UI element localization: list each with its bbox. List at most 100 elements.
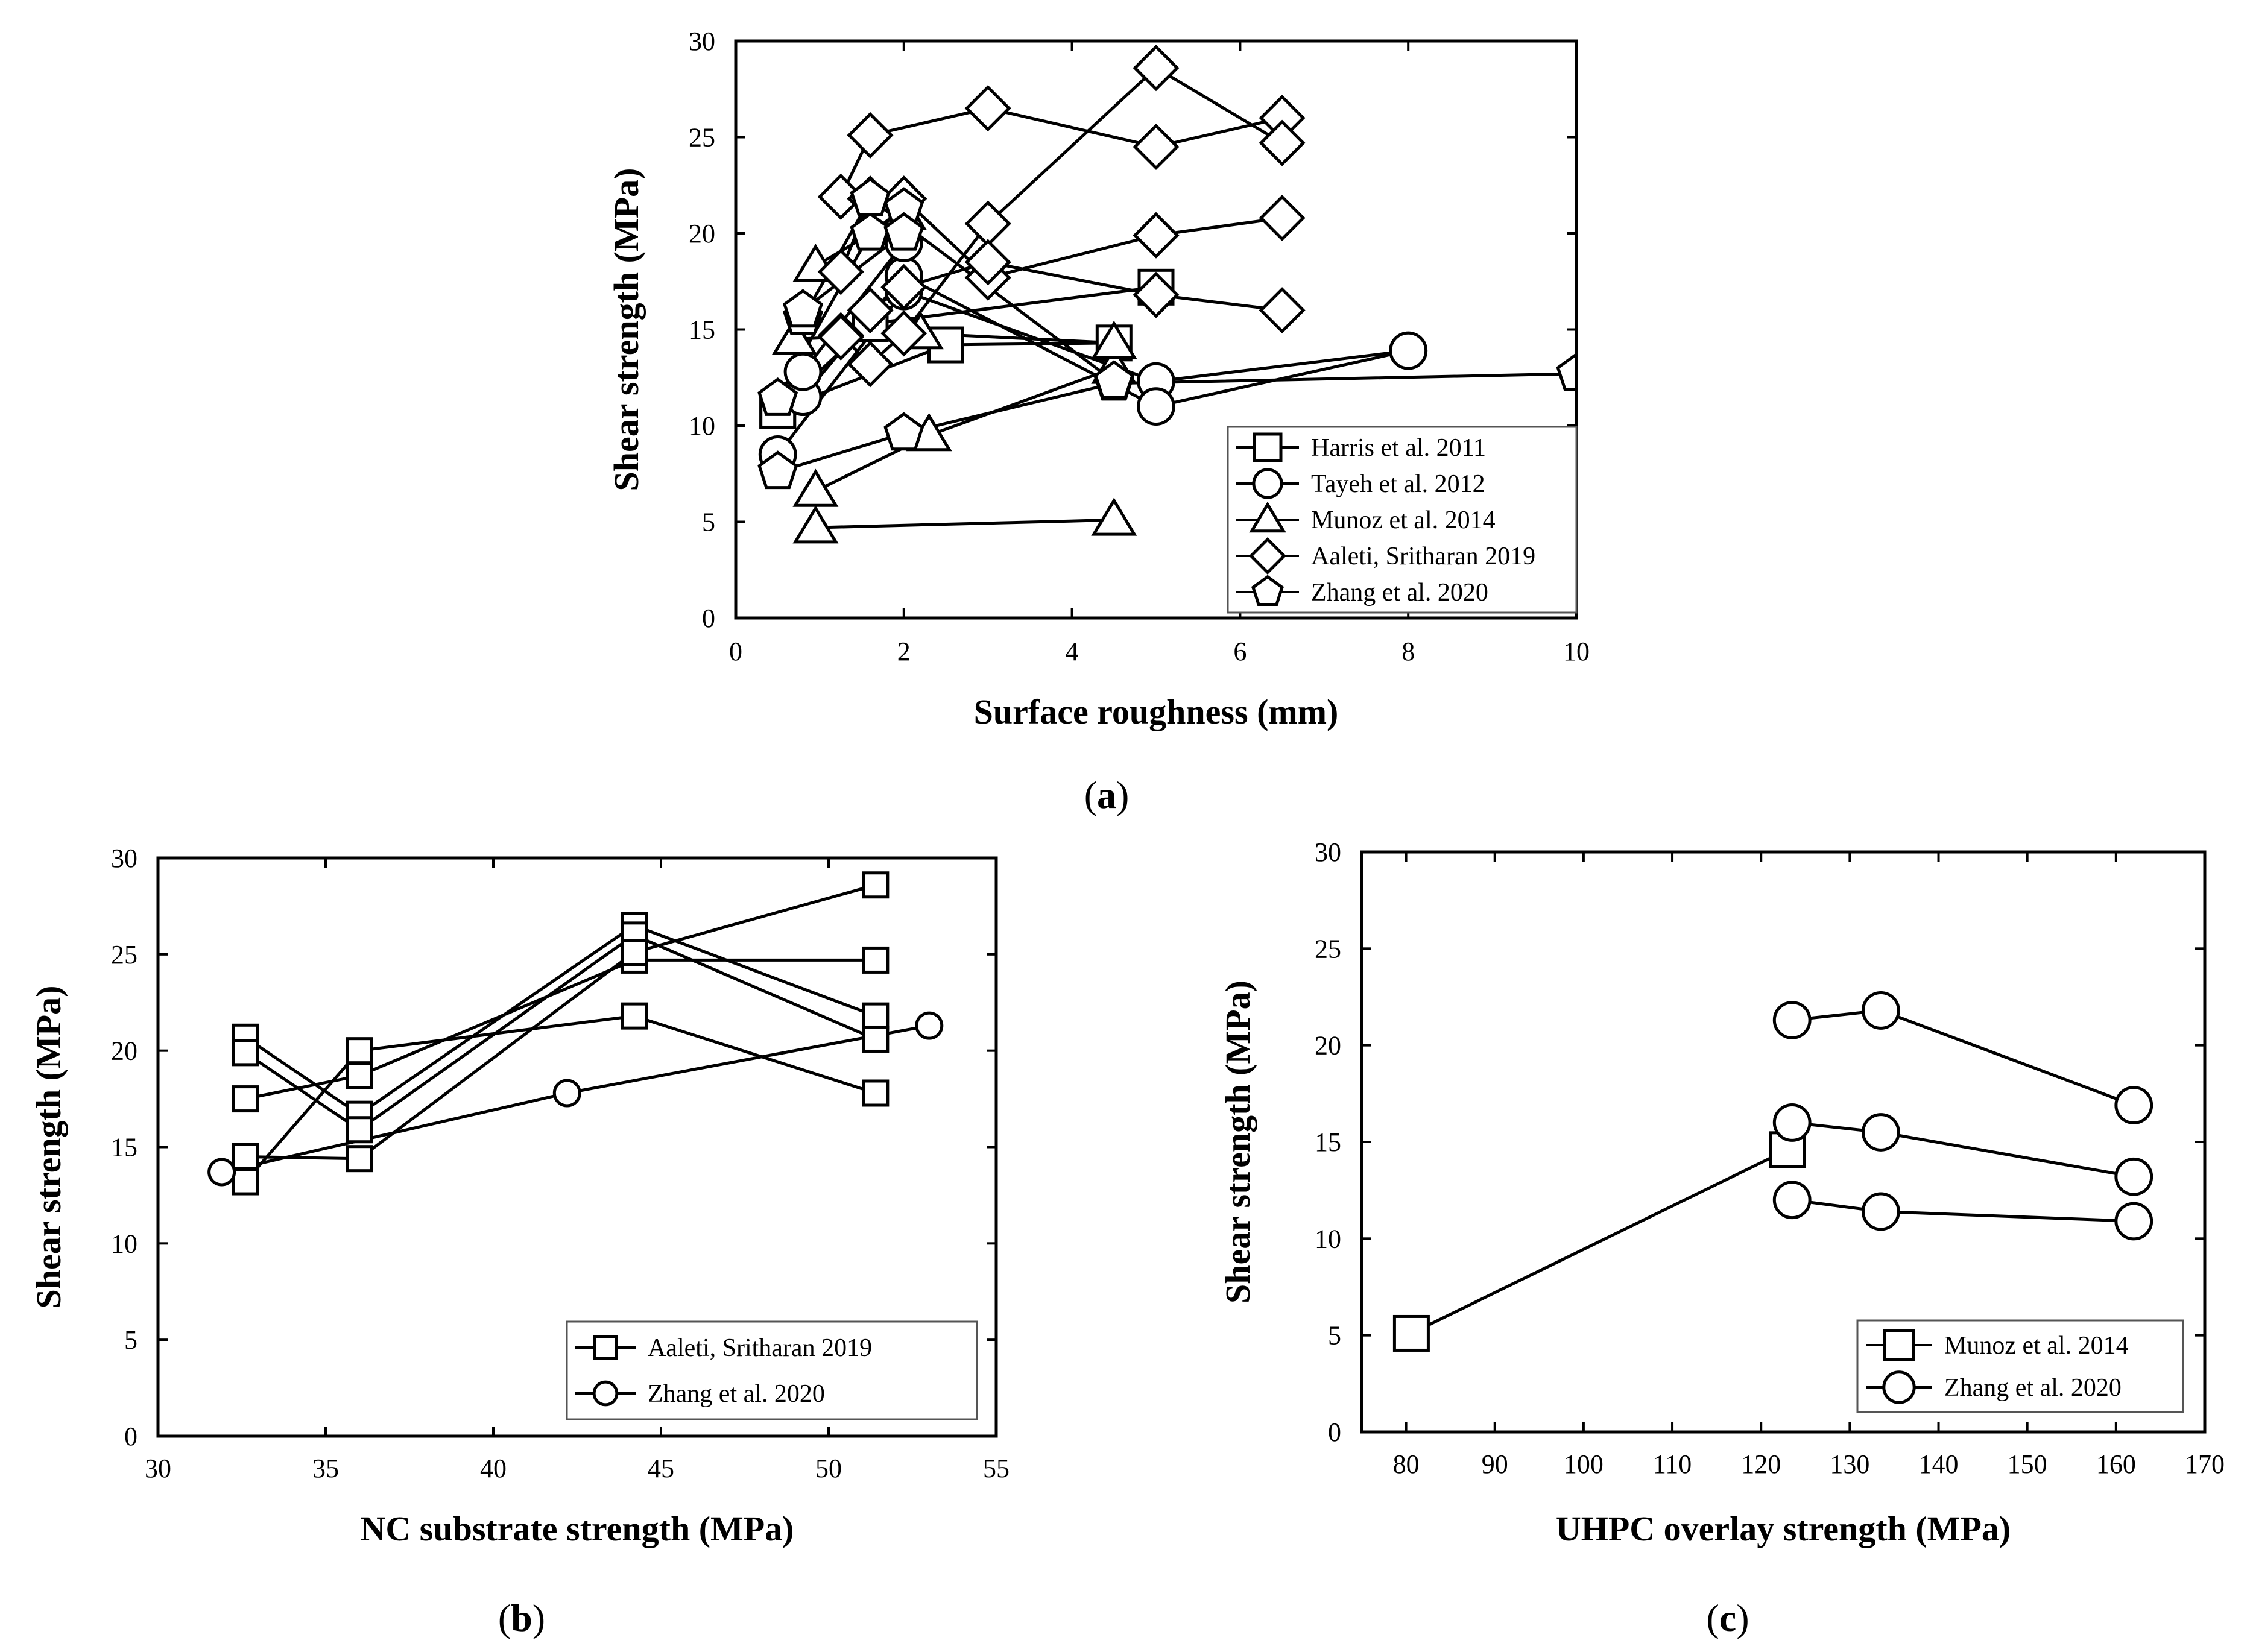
y-axis-title-a: Shear strength (MPa) xyxy=(607,168,646,491)
x-tick-label-b-45: 45 xyxy=(648,1454,674,1483)
data-point-zhang-et-al-2020-3-1 xyxy=(1772,1181,1812,1220)
legend-marker-munoz-et-al-2014 xyxy=(1249,501,1286,533)
y-tick-label-b-15: 15 xyxy=(111,1133,137,1162)
y-axis-title-b: Shear strength (MPa) xyxy=(29,986,68,1309)
data-layer-b xyxy=(207,871,944,1196)
x-tick-label-a-0: 0 xyxy=(729,637,742,666)
x-tick-label-c-90: 90 xyxy=(1482,1449,1508,1479)
data-point-aaleti-sritharan-2019-4-4 xyxy=(964,239,1011,286)
plot-area-c: 80 90 100 110 120 130 140 150 160 170 0 5 10 15 20 25 30 xyxy=(1315,837,2225,1479)
x-tick-label-a-4: 4 xyxy=(1066,637,1079,666)
series-line-munoz-et-al-2014-2 xyxy=(815,366,1115,493)
data-point-zhang-et-al-2020-3-2 xyxy=(850,177,891,216)
legend-marker-tayeh-et-al-2012 xyxy=(1252,468,1283,499)
data-point-aaleti-sritharan-2019-4-6 xyxy=(1259,287,1306,334)
chart-panel-c: 80 90 100 110 120 130 140 150 160 170 0 5 10 15 20 25 30… xyxy=(1218,837,2225,1548)
data-point-aaleti-sritharan-2019-4-1 xyxy=(232,1143,259,1170)
x-tick-label-c-100: 100 xyxy=(1564,1449,1604,1479)
data-point-munoz-et-al-2014-1-1 xyxy=(792,505,839,544)
data-point-aaleti-sritharan-2019-3-1 xyxy=(817,248,864,295)
legend-label-munoz-et-al-2014: Munoz et al. 2014 xyxy=(1311,506,1496,534)
x-tick-label-c-170: 170 xyxy=(2185,1449,2225,1479)
data-point-aaleti-sritharan-2019-4-1 xyxy=(817,314,864,361)
data-point-aaleti-sritharan-2019-4-2 xyxy=(346,1145,373,1173)
data-point-munoz-et-al-2014-2-1 xyxy=(792,468,839,507)
data-point-aaleti-sritharan-2019-2-6 xyxy=(1259,119,1306,166)
data-point-aaleti-sritharan-2019-1-4 xyxy=(1133,123,1180,171)
data-layer-c xyxy=(1392,991,2153,1352)
data-point-aaleti-sritharan-2019-2-3 xyxy=(880,310,927,357)
x-tick-label-c-80: 80 xyxy=(1393,1449,1420,1479)
y-tick-label-a-10: 10 xyxy=(689,411,715,441)
panel-label-a: (a) xyxy=(1084,774,1130,816)
data-point-aaleti-sritharan-2019-4-2 xyxy=(847,287,894,334)
series-line-zhang-et-al-2020-3 xyxy=(1792,1198,2134,1223)
x-tick-label-c-150: 150 xyxy=(2008,1449,2047,1479)
data-point-aaleti-sritharan-2019-5-2 xyxy=(346,1037,373,1065)
legend-label-aaleti-sritharan-2019: Aaleti, Sritharan 2019 xyxy=(1311,543,1535,570)
data-point-aaleti-sritharan-2019-3-2 xyxy=(346,1062,373,1089)
data-point-zhang-et-al-2020-1-2 xyxy=(883,412,924,451)
data-point-tayeh-et-al-2012-2-3 xyxy=(1137,387,1175,426)
series-line-aaleti-sritharan-2019-1 xyxy=(244,924,876,1116)
data-point-zhang-et-al-2020-4-2 xyxy=(883,212,924,251)
data-point-zhang-et-al-2020-1-4 xyxy=(1556,352,1576,391)
series-line-zhang-et-al-2020-1 xyxy=(1792,1009,2135,1107)
series-line-aaleti-sritharan-2019-3 xyxy=(245,958,876,1101)
legend-label-zhang-et-al-2020: Zhang et al. 2020 xyxy=(1944,1374,2122,1402)
legend-box-b xyxy=(566,1320,978,1420)
panel-label-b: (b) xyxy=(498,1597,545,1639)
plot-area-a: 0 2 4 6 8 10 0 5 10 15 20 25 30 xyxy=(689,27,1590,666)
legend-b: Aaleti, Sritharan 2019 Zhang et al. 2020 xyxy=(566,1320,978,1420)
y-tick-label-c-0: 0 xyxy=(1328,1417,1341,1447)
y-tick-label-c-25: 25 xyxy=(1315,934,1341,963)
x-axis-title-c: UHPC overlay strength (MPa) xyxy=(1556,1509,2011,1548)
series-line-munoz-et-al-2014-1 xyxy=(815,518,1114,529)
series-line-tayeh-et-al-2012-1 xyxy=(776,289,1409,456)
x-axis-title-b: NC substrate strength (MPa) xyxy=(361,1509,794,1548)
y-tick-label-a-30: 30 xyxy=(689,27,715,56)
x-tick-label-b-55: 55 xyxy=(983,1454,1010,1483)
y-tick-label-b-10: 10 xyxy=(111,1229,137,1258)
x-tick-label-c-140: 140 xyxy=(1919,1449,1959,1479)
data-point-aaleti-sritharan-2019-3-4 xyxy=(862,946,890,974)
data-point-zhang-et-al-2020-2-1 xyxy=(1772,1103,1812,1142)
legend-a: Harris et al. 2011 Tayeh et al. 2012 Munoz… xyxy=(1227,426,1578,614)
y-tick-label-c-20: 20 xyxy=(1315,1031,1341,1061)
series-line-aaleti-sritharan-2019-5 xyxy=(244,1014,876,1183)
y-tick-label-c-5: 5 xyxy=(1328,1321,1341,1351)
data-point-zhang-et-al-2020-1-1 xyxy=(1772,1001,1812,1039)
data-point-munoz-et-al-2014-3-3 xyxy=(1091,320,1137,359)
x-tick-label-a-8: 8 xyxy=(1401,637,1415,666)
data-point-zhang-et-al-2020-2-2 xyxy=(1861,1113,1900,1152)
data-point-zhang-et-al-2020-2-3 xyxy=(2114,1157,2153,1196)
legend-marker-munoz-et-al-2014 xyxy=(1883,1329,1915,1361)
legend-marker-aaleti-sritharan-2019 xyxy=(593,1335,618,1360)
data-point-aaleti-sritharan-2019-3-5 xyxy=(1133,212,1180,259)
data-point-aaleti-sritharan-2019-2-2 xyxy=(847,341,894,388)
legend-marker-zhang-et-al-2020 xyxy=(1882,1370,1916,1404)
y-tick-label-b-20: 20 xyxy=(111,1036,137,1066)
data-point-tayeh-et-al-2012-3-1 xyxy=(783,352,823,391)
data-point-zhang-et-al-2020-1-2 xyxy=(1861,991,1900,1030)
y-tick-label-a-20: 20 xyxy=(689,219,715,248)
y-axis-title-c: Shear strength (MPa) xyxy=(1218,980,1257,1304)
x-tick-label-c-160: 160 xyxy=(2096,1449,2136,1479)
y-tick-label-b-25: 25 xyxy=(111,940,137,969)
y-tick-label-c-10: 10 xyxy=(1315,1224,1341,1253)
data-point-aaleti-sritharan-2019-1-2 xyxy=(847,112,894,159)
legend-c: Munoz et al. 2014 Zhang et al. 2020 xyxy=(1856,1319,2184,1413)
data-point-zhang-et-al-2020-3-3 xyxy=(2114,1202,2153,1241)
data-point-zhang-et-al-2020-1-2 xyxy=(552,1079,581,1108)
legend-label-aaleti-sritharan-2019: Aaleti, Sritharan 2019 xyxy=(648,1334,872,1362)
data-point-aaleti-sritharan-2019-1-3 xyxy=(964,85,1011,132)
data-point-aaleti-sritharan-2019-5-4 xyxy=(862,1079,890,1107)
data-point-zhang-et-al-2020-4-1 xyxy=(782,289,824,328)
legend-label-zhang-et-al-2020: Zhang et al. 2020 xyxy=(648,1380,825,1408)
x-axis-title-a: Surface roughness (mm) xyxy=(974,692,1339,731)
y-tick-label-a-0: 0 xyxy=(702,604,715,633)
data-point-aaleti-sritharan-2019-3-6 xyxy=(1259,194,1306,242)
data-point-zhang-et-al-2020-1-3 xyxy=(915,1011,944,1040)
x-tick-label-b-50: 50 xyxy=(815,1454,842,1483)
